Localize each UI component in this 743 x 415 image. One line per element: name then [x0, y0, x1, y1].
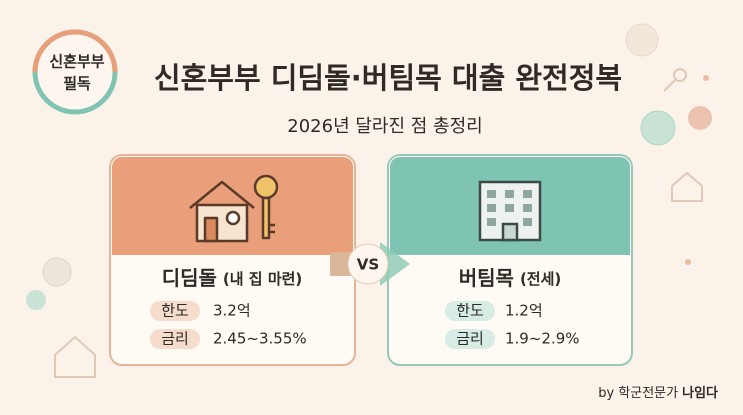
building-icon — [478, 180, 542, 242]
card-title: 버팀목 (전세) — [459, 266, 562, 290]
footer: by 학군전문가 나임다 — [598, 385, 718, 401]
row-label: 한도 — [161, 302, 189, 320]
decorations — [26, 23, 712, 378]
row-value: 3.2억 — [213, 302, 251, 320]
house-key-icon — [189, 174, 279, 243]
card-title: 디딤돌 (내 집 마련) — [162, 266, 303, 290]
card: 디딤돌 (내 집 마련) 한도 3.2억 금리 2.45~3.55% — [109, 154, 356, 366]
badge-line: 필독 — [63, 75, 91, 93]
vs-arrow: VS — [330, 242, 410, 286]
row-value: 1.2억 — [505, 302, 543, 320]
card: 버팀목 (전세) 한도 1.2억 금리 1.9~2.9% — [387, 154, 633, 366]
badge: 신혼부부 필독 — [32, 29, 118, 115]
card-note: (내 집 마련) — [223, 270, 302, 288]
row-label: 한도 — [456, 302, 484, 320]
vs-label: VS — [357, 256, 379, 274]
card-name: 디딤돌 — [162, 266, 217, 290]
row-label: 금리 — [456, 330, 484, 348]
footer-author: 나임다 — [682, 385, 718, 401]
badge-line: 신혼부부 — [49, 53, 104, 71]
card-name: 버팀목 — [459, 266, 514, 290]
card-note: (전세) — [520, 270, 561, 288]
subtitle: 2026년 달라진 점 총정리 — [287, 116, 482, 137]
footer-prefix: by 학군전문가 — [598, 386, 678, 401]
title: 신혼부부 디딤돌·버팀목 대출 완전정복 — [154, 61, 622, 95]
row-value: 2.45~3.55% — [213, 330, 307, 348]
row-label: 금리 — [161, 330, 189, 348]
row-value: 1.9~2.9% — [505, 330, 580, 348]
